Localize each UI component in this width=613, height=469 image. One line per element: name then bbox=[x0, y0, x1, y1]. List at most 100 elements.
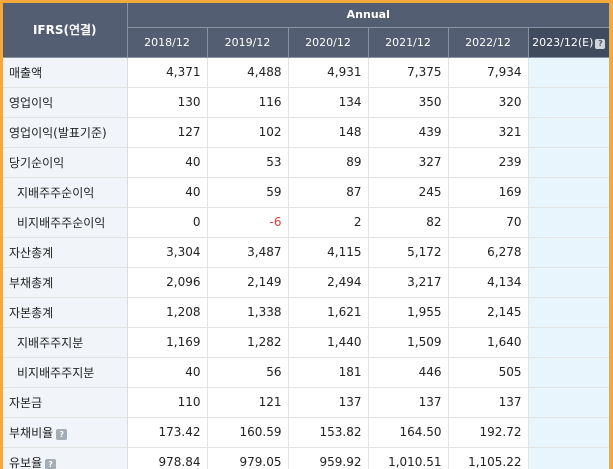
value-cell: 245 bbox=[368, 177, 448, 207]
value-cell: 439 bbox=[368, 117, 448, 147]
value-cell: 1,338 bbox=[207, 297, 288, 327]
value-cell: 59 bbox=[207, 177, 288, 207]
column-header-year: 2020/12 bbox=[288, 27, 368, 57]
estimate-cell bbox=[528, 357, 609, 387]
row-label: 자본금 bbox=[9, 396, 42, 410]
value-cell: 127 bbox=[127, 117, 207, 147]
value-cell: 321 bbox=[448, 117, 528, 147]
value-cell: 40 bbox=[127, 357, 207, 387]
value-cell: 505 bbox=[448, 357, 528, 387]
estimate-cell bbox=[528, 327, 609, 357]
row-label-cell: 자본금 bbox=[3, 387, 127, 417]
row-label: 지배주주순이익 bbox=[17, 186, 94, 200]
value-cell: 153.82 bbox=[288, 417, 368, 447]
value-cell: 5,172 bbox=[368, 237, 448, 267]
value-cell: 82 bbox=[368, 207, 448, 237]
row-label-cell: 부채비율? bbox=[3, 417, 127, 447]
estimate-cell bbox=[528, 417, 609, 447]
row-label: 자본총계 bbox=[9, 306, 53, 320]
row-label: 매출액 bbox=[9, 66, 42, 80]
row-label-cell: 지배주주지분 bbox=[3, 327, 127, 357]
help-icon[interactable]: ? bbox=[45, 459, 56, 469]
help-icon[interactable]: ? bbox=[595, 39, 605, 49]
column-group-annual: Annual bbox=[127, 3, 609, 27]
value-cell: 1,440 bbox=[288, 327, 368, 357]
value-cell: 0 bbox=[127, 207, 207, 237]
estimate-cell bbox=[528, 297, 609, 327]
value-cell: -6 bbox=[207, 207, 288, 237]
value-cell: 40 bbox=[127, 177, 207, 207]
row-label: 영업이익(발표기준) bbox=[9, 126, 107, 140]
row-label-cell: 비지배주주지분 bbox=[3, 357, 127, 387]
estimate-cell bbox=[528, 387, 609, 417]
value-cell: 53 bbox=[207, 147, 288, 177]
value-cell: 4,931 bbox=[288, 57, 368, 87]
value-cell: 137 bbox=[368, 387, 448, 417]
value-cell: 173.42 bbox=[127, 417, 207, 447]
estimate-cell bbox=[528, 207, 609, 237]
value-cell: 1,282 bbox=[207, 327, 288, 357]
value-cell: 148 bbox=[288, 117, 368, 147]
value-cell: 110 bbox=[127, 387, 207, 417]
value-cell: 2,494 bbox=[288, 267, 368, 297]
value-cell: 350 bbox=[368, 87, 448, 117]
value-cell: 169 bbox=[448, 177, 528, 207]
row-label: 비지배주주지분 bbox=[17, 366, 94, 380]
estimate-cell bbox=[528, 87, 609, 117]
value-cell: 1,509 bbox=[368, 327, 448, 357]
value-cell: 1,640 bbox=[448, 327, 528, 357]
estimate-cell bbox=[528, 117, 609, 147]
value-cell: 160.59 bbox=[207, 417, 288, 447]
value-cell: 70 bbox=[448, 207, 528, 237]
value-cell: 239 bbox=[448, 147, 528, 177]
value-cell: 1,208 bbox=[127, 297, 207, 327]
value-cell: 89 bbox=[288, 147, 368, 177]
value-cell: 7,375 bbox=[368, 57, 448, 87]
value-cell: 2,149 bbox=[207, 267, 288, 297]
estimate-label: 2023/12(E) bbox=[532, 36, 593, 49]
value-cell: 164.50 bbox=[368, 417, 448, 447]
value-cell: 4,134 bbox=[448, 267, 528, 297]
value-cell: 327 bbox=[368, 147, 448, 177]
value-cell: 2 bbox=[288, 207, 368, 237]
value-cell: 134 bbox=[288, 87, 368, 117]
value-cell: 137 bbox=[448, 387, 528, 417]
value-cell: 87 bbox=[288, 177, 368, 207]
value-cell: 102 bbox=[207, 117, 288, 147]
value-cell: 121 bbox=[207, 387, 288, 417]
value-cell: 3,487 bbox=[207, 237, 288, 267]
value-cell: 181 bbox=[288, 357, 368, 387]
estimate-cell bbox=[528, 267, 609, 297]
row-label-cell: 비지배주주순이익 bbox=[3, 207, 127, 237]
column-header-basis: IFRS(연결) bbox=[3, 3, 127, 57]
row-label-cell: 자산총계 bbox=[3, 237, 127, 267]
value-cell: 56 bbox=[207, 357, 288, 387]
estimate-cell bbox=[528, 177, 609, 207]
help-icon[interactable]: ? bbox=[56, 429, 67, 440]
value-cell: 1,169 bbox=[127, 327, 207, 357]
estimate-cell bbox=[528, 57, 609, 87]
value-cell: 116 bbox=[207, 87, 288, 117]
value-cell: 2,145 bbox=[448, 297, 528, 327]
row-label-cell: 당기순이익 bbox=[3, 147, 127, 177]
row-label: 자산총계 bbox=[9, 246, 53, 260]
value-cell: 2,096 bbox=[127, 267, 207, 297]
row-label-cell: 부채총계 bbox=[3, 267, 127, 297]
column-header-year: 2019/12 bbox=[207, 27, 288, 57]
row-label-cell: 자본총계 bbox=[3, 297, 127, 327]
row-label: 부채비율 bbox=[9, 426, 53, 440]
column-header-year: 2018/12 bbox=[127, 27, 207, 57]
value-cell: 7,934 bbox=[448, 57, 528, 87]
column-header-estimate: 2023/12(E)? bbox=[528, 27, 609, 57]
row-label: 당기순이익 bbox=[9, 156, 64, 170]
row-label: 비지배주주순이익 bbox=[17, 216, 105, 230]
row-label: 영업이익 bbox=[9, 96, 53, 110]
value-cell: 446 bbox=[368, 357, 448, 387]
